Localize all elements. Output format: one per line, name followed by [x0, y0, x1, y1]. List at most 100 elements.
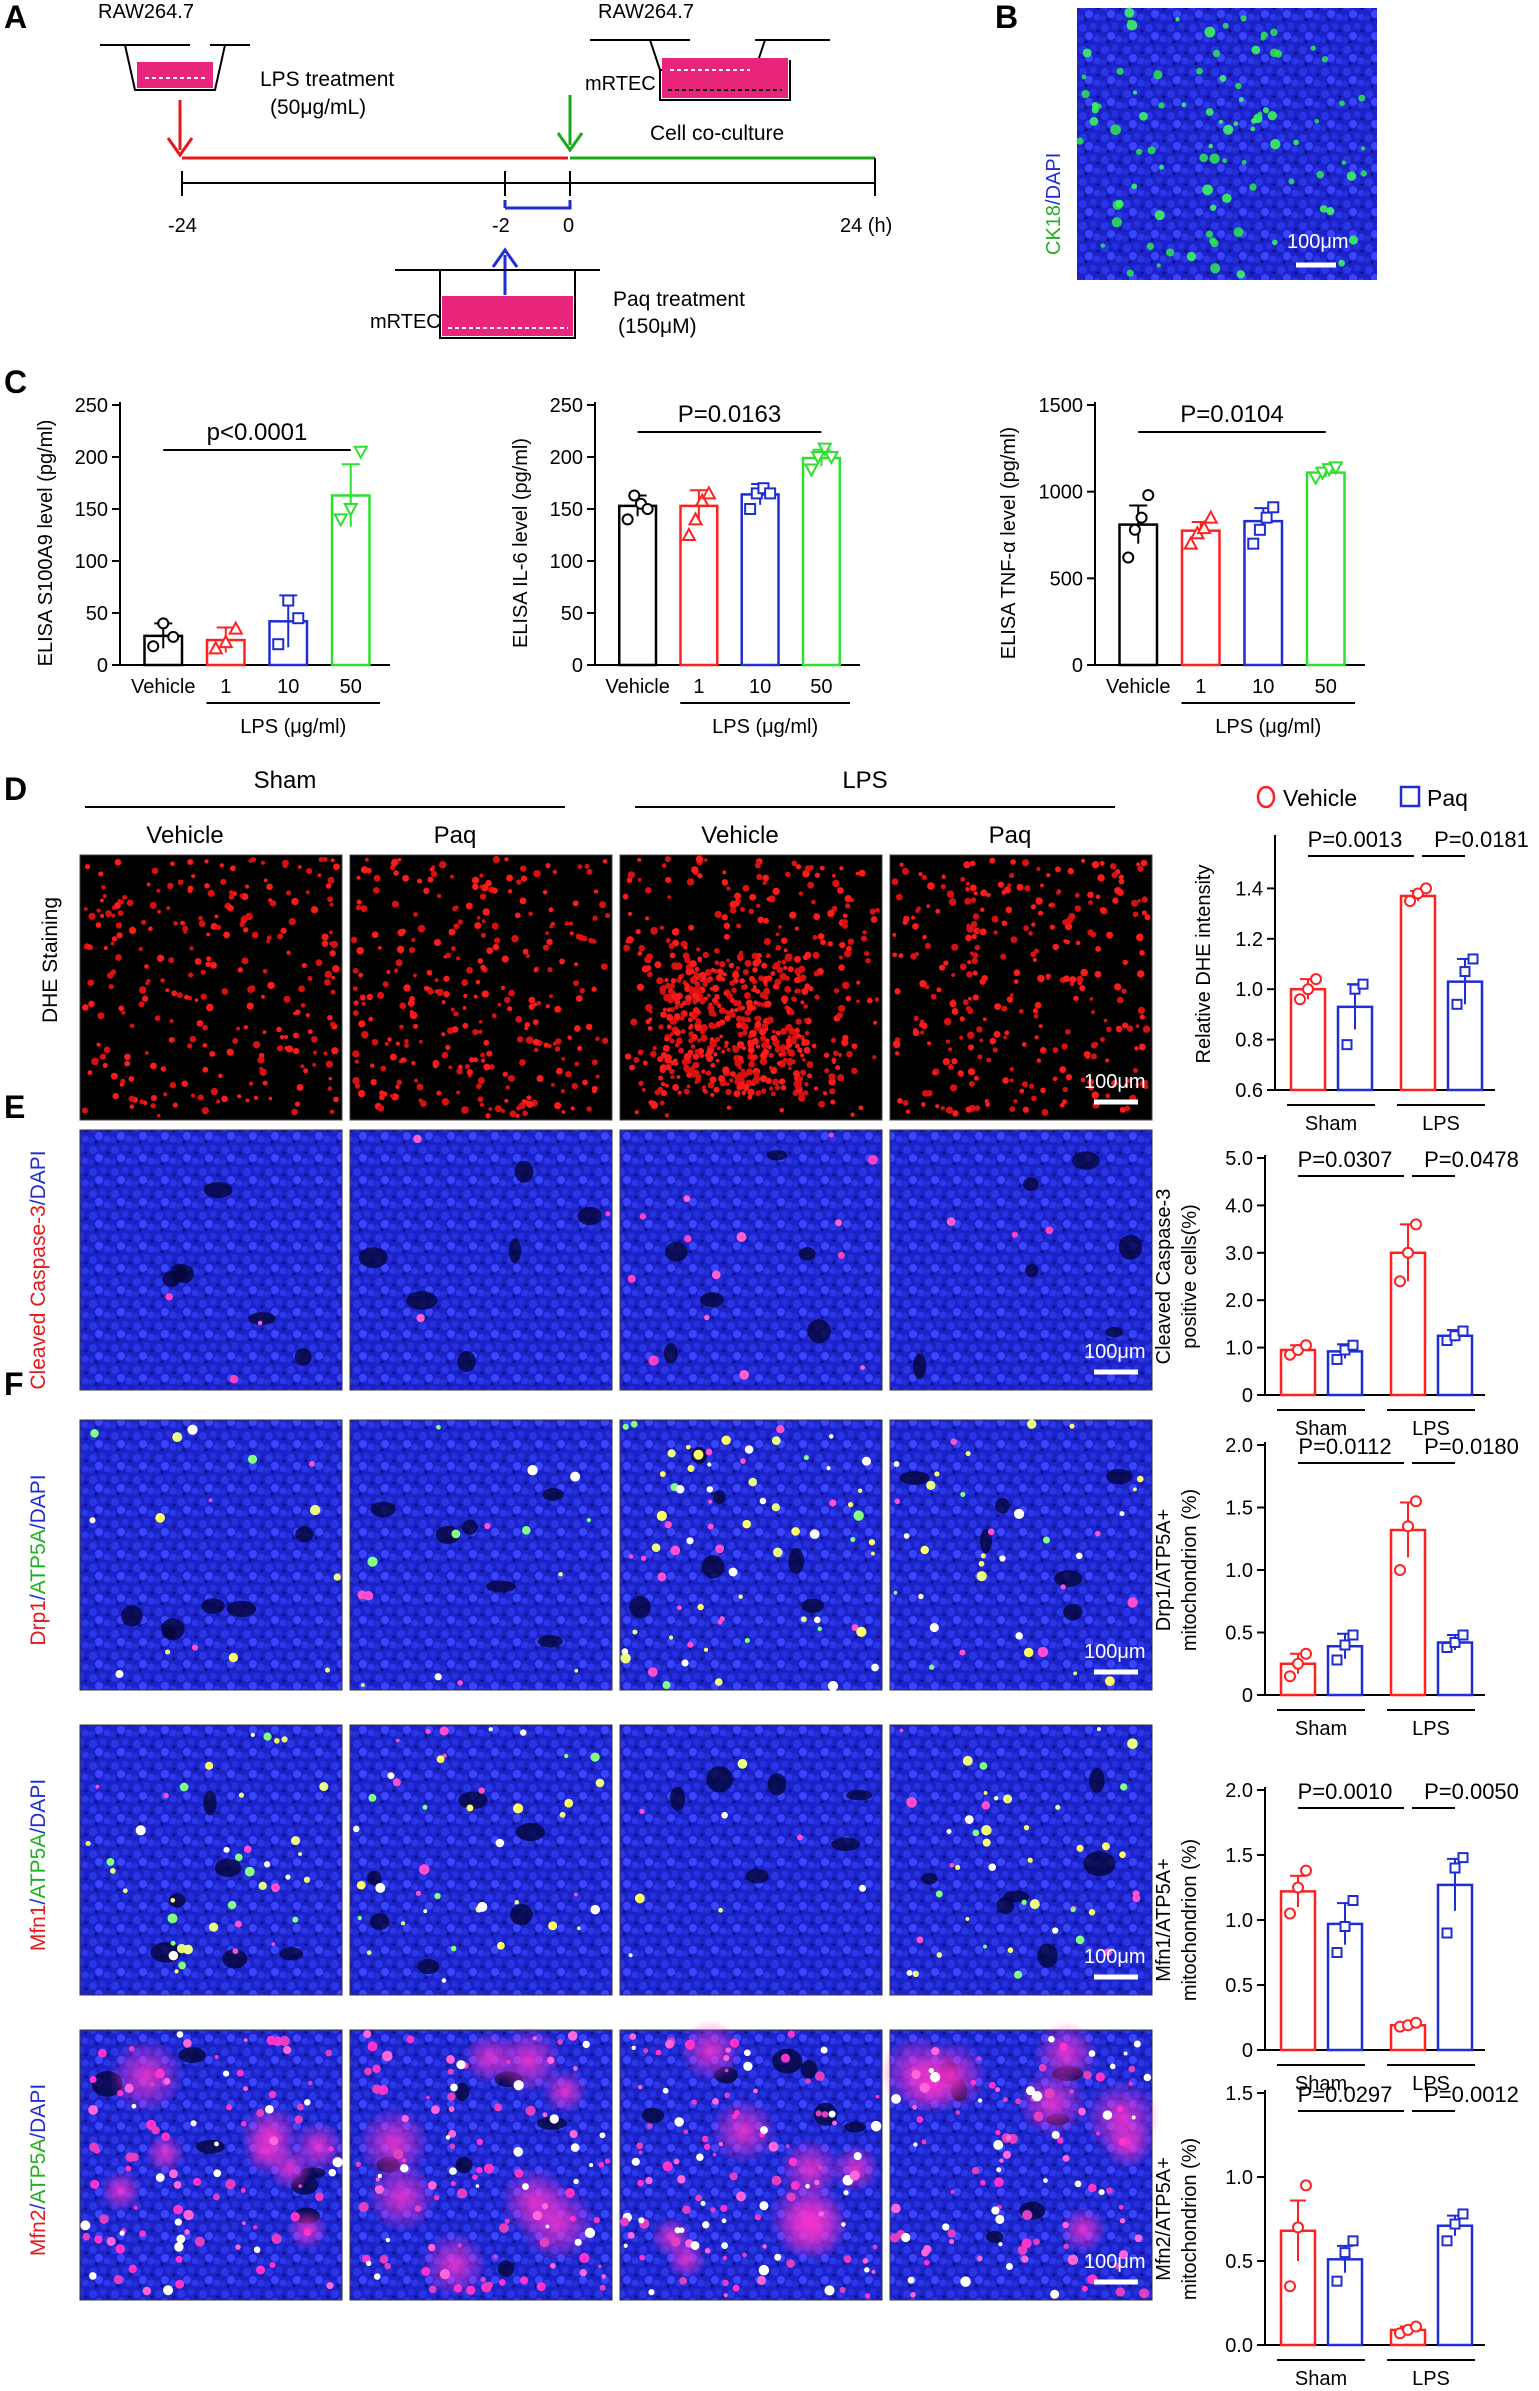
mfn1-image-lps-paq: 100μm	[889, 1724, 1153, 1996]
dhe-spot	[711, 984, 720, 992]
stain-spot	[387, 1772, 395, 1780]
y-axis-label: mitochondrion (%)	[1179, 1489, 1201, 1651]
dhe-spot	[1030, 904, 1037, 910]
data-point	[1302, 983, 1314, 996]
dhe-spot	[747, 1088, 755, 1096]
dhe-spot	[592, 1088, 597, 1094]
stain-spot	[988, 2081, 996, 2089]
dhe-spot	[477, 1029, 483, 1035]
stain-spot	[235, 2244, 241, 2250]
dhe-spot	[897, 1098, 903, 1104]
dhe-spot	[775, 932, 780, 937]
dhe-spot	[438, 861, 447, 869]
dhe-spot	[379, 1094, 385, 1101]
y-tick-label: 1500	[1039, 395, 1084, 417]
stain-spot	[818, 2211, 824, 2217]
stain-spot	[648, 1355, 659, 1366]
svg-text:Cleaved Caspase-3/DAPI: Cleaved Caspase-3/DAPI	[27, 1150, 50, 1389]
stain-spot	[687, 1465, 695, 1472]
dhe-spot	[827, 941, 833, 947]
dhe-spot	[756, 1090, 762, 1096]
stain-spot	[169, 2169, 178, 2179]
stain-spot	[1074, 2180, 1082, 2188]
stain-spot	[436, 1424, 441, 1430]
dhe-spot	[187, 888, 193, 894]
dhe-spot	[412, 973, 417, 978]
stain-spot	[449, 2167, 457, 2175]
stain-spot	[742, 1519, 751, 1529]
dhe-spot	[473, 1057, 479, 1063]
x-tick-label: 1	[1195, 676, 1206, 698]
stain-spot	[368, 1793, 377, 1802]
dhe-spot	[798, 1049, 803, 1054]
dhe-spot	[749, 1029, 757, 1038]
stain-spot	[541, 2203, 549, 2210]
stain-spot	[738, 1594, 743, 1599]
ck18-spot	[1209, 153, 1220, 164]
stain-spot	[1023, 1647, 1034, 1658]
data-point	[1449, 1862, 1461, 1874]
tick-0: 0	[563, 215, 574, 237]
dhe-spot	[168, 1036, 175, 1043]
stain-spot	[632, 1629, 638, 1635]
data-point	[1135, 511, 1148, 524]
data-point	[803, 463, 820, 478]
dhe-spot	[376, 991, 385, 1000]
dhe-spot	[205, 961, 211, 968]
ck18-spot	[1260, 36, 1266, 41]
dhe-spot	[794, 926, 799, 931]
dhe-spot	[556, 1067, 563, 1075]
dhe-spot	[841, 918, 848, 926]
dhe-spot	[441, 1000, 446, 1005]
dhe-spot	[91, 1057, 99, 1066]
dhe-spot	[790, 1052, 795, 1057]
group-label-lps: LPS	[1412, 2073, 1450, 2095]
dhe-spot	[575, 995, 583, 1002]
dhe-spot	[962, 999, 969, 1006]
stain-spot	[283, 2045, 292, 2055]
mfn2-image-lps-vehicle	[619, 2019, 883, 2301]
stain-spot	[453, 2284, 463, 2293]
dhe-spot	[239, 893, 244, 898]
dhe-spot	[477, 1096, 484, 1103]
dhe-spot	[514, 912, 521, 919]
dhe-spot	[1009, 872, 1015, 879]
stain-spot	[870, 1551, 875, 1556]
dhe-spot	[710, 967, 716, 973]
dhe-spot	[856, 999, 860, 1004]
tissue-gap	[1063, 1603, 1083, 1621]
dhe-spot	[650, 927, 658, 935]
dhe-spot	[479, 884, 484, 889]
stain-spot	[178, 1961, 186, 1970]
dhe-spot	[913, 1015, 919, 1021]
stain-spot	[353, 1825, 360, 1833]
stain-spot	[913, 2142, 918, 2147]
stain-spot	[681, 1659, 689, 1667]
dhe-spot	[257, 1056, 265, 1064]
stain-spot	[774, 2253, 782, 2261]
ck18-spot	[1100, 243, 1106, 248]
stain-spot	[375, 1882, 386, 1893]
dhe-spot	[182, 925, 189, 932]
stain-spot	[814, 2179, 820, 2186]
dhe-spot	[1032, 1008, 1039, 1014]
ck18-spot	[1132, 90, 1138, 95]
dhe-spot	[942, 1058, 950, 1066]
dhe-spot	[525, 1036, 534, 1044]
dhe-spot	[965, 934, 972, 942]
dhe-spot	[260, 860, 266, 865]
dhe-spot	[812, 951, 820, 959]
stain-spot	[872, 2244, 878, 2250]
dhe-spot	[738, 1082, 746, 1089]
dhe-spot	[625, 939, 630, 944]
dhe-spot	[241, 957, 249, 965]
dhe-spot	[966, 971, 973, 978]
dhe-spot	[993, 1030, 1001, 1038]
dhe-spot	[577, 934, 585, 941]
dhe-spot	[678, 1047, 685, 1054]
mfn2-glow	[709, 2097, 777, 2165]
dhe-spot	[665, 876, 672, 883]
dhe-spot	[624, 1053, 632, 1060]
